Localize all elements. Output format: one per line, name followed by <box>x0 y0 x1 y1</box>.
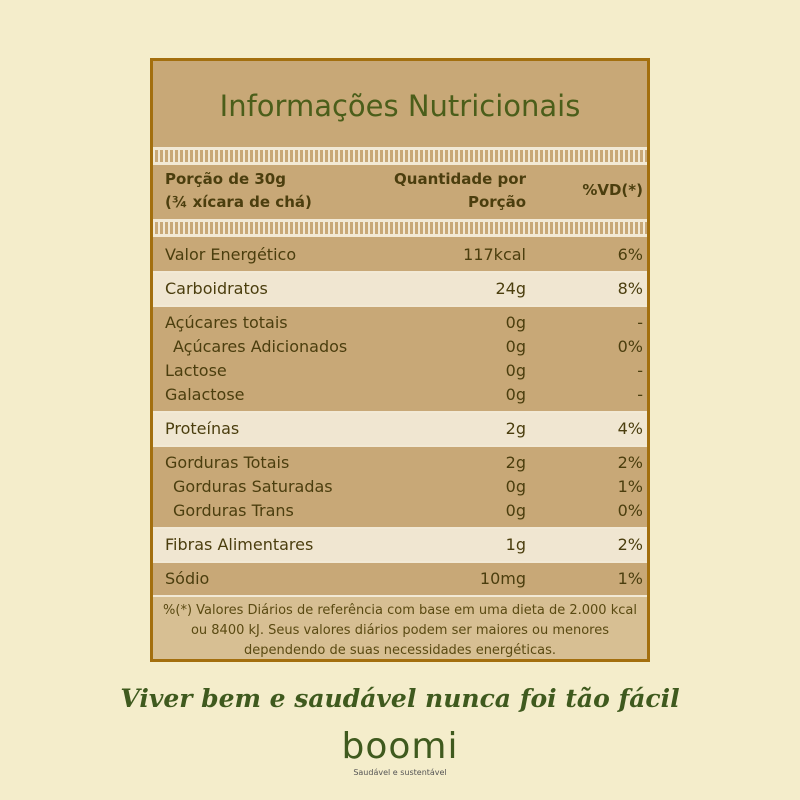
quantity: 117kcal <box>463 245 526 264</box>
daily-value: 4% <box>617 419 643 438</box>
nutrient-label: Lactose <box>165 361 227 380</box>
nutrient-row: Sódio 10mg 1% <box>153 567 647 591</box>
daily-value: 8% <box>617 279 643 298</box>
daily-value-header: %VD(*) <box>582 181 643 199</box>
quantity: 0g <box>505 477 526 496</box>
quantity: 1g <box>505 535 526 554</box>
table-header: Porção de 30g (¾ xícara de chá) Quantida… <box>153 166 647 221</box>
nutrient-label: Gorduras Totais <box>165 453 290 472</box>
nutrient-row: Galactose 0g - <box>153 383 647 407</box>
quantity: 0g <box>505 501 526 520</box>
stripe <box>153 147 647 165</box>
nutrient-row: Valor Energético 117kcal 6% <box>153 243 647 267</box>
nutrient-row: Açúcares Adicionados 0g 0% <box>153 335 647 359</box>
quantity-header: Porção <box>467 193 526 211</box>
daily-value: - <box>637 361 643 380</box>
nutrient-label: Carboidratos <box>165 279 268 298</box>
nutrient-row: Carboidratos 24g 8% <box>153 277 647 301</box>
row-group: Proteínas 2g 4% <box>153 411 647 445</box>
nutrient-row: Fibras Alimentares 1g 2% <box>153 533 647 557</box>
portion-detail: (¾ xícara de chá) <box>165 193 312 211</box>
nutrient-label: Sódio <box>165 569 210 588</box>
portion: Porção de 30g <box>165 170 286 188</box>
nutrient-label: Valor Energético <box>165 245 297 264</box>
quantity: 2g <box>505 419 526 438</box>
daily-value: 2% <box>617 535 643 554</box>
nutrient-row: Gorduras Trans 0g 0% <box>153 499 647 523</box>
slogan: Viver bem e saudável nunca foi tão fácil <box>120 684 680 713</box>
quantity: 0g <box>505 361 526 380</box>
daily-value: 1% <box>617 477 643 496</box>
daily-value: 0% <box>617 501 643 520</box>
nutrient-label: Gorduras Saturadas <box>173 477 333 496</box>
quantity: 24g <box>495 279 526 298</box>
row-group: Gorduras Totais 2g 2% Gorduras Saturadas 0g 1… <box>153 445 647 527</box>
nutrient-row: Proteínas 2g 4% <box>153 417 647 441</box>
nutrient-label: Açúcares Adicionados <box>173 337 348 356</box>
footnote: %(*) Valores Diários de referência com b… <box>153 595 647 659</box>
tagline: Saudável e sustentável <box>353 768 447 777</box>
row-group: Valor Energético 117kcal 6% <box>153 239 647 271</box>
quantity: 0g <box>505 385 526 404</box>
row-group: Carboidratos 24g 8% <box>153 271 647 305</box>
nutrient-label: Proteínas <box>165 419 240 438</box>
quantity: 0g <box>505 313 526 332</box>
stripe <box>153 219 647 237</box>
daily-value: - <box>637 313 643 332</box>
nutrient-label: Fibras Alimentares <box>165 535 314 554</box>
nutrient-label: Galactose <box>165 385 245 404</box>
quantity: 0g <box>505 337 526 356</box>
daily-value: - <box>637 385 643 404</box>
daily-value: 6% <box>617 245 643 264</box>
daily-value: 2% <box>617 453 643 472</box>
quantity: 10mg <box>479 569 526 588</box>
row-group: Açúcares totais 0g - Açúcares Adicionados 0g… <box>153 305 647 411</box>
nutrient-row: Lactose 0g - <box>153 359 647 383</box>
nutrient-row: Gorduras Saturadas 0g 1% <box>153 475 647 499</box>
table-body: Valor Energético 117kcal 6% Carboidratos 24g… <box>153 239 647 595</box>
row-group: Fibras Alimentares 1g 2% <box>153 527 647 561</box>
nutrient-label: Gorduras Trans <box>173 501 294 520</box>
quantity: 2g <box>505 453 526 472</box>
row-group: Sódio 10mg 1% <box>153 561 647 595</box>
quantity-header: Quantidade por <box>394 170 526 188</box>
nutrition-table: Informações Nutricionais Porção de 30g (… <box>150 58 650 662</box>
nutrient-row: Gorduras Totais 2g 2% <box>153 451 647 475</box>
daily-value: 1% <box>617 569 643 588</box>
daily-value: 0% <box>617 337 643 356</box>
brand-logo: boomi <box>341 726 459 767</box>
nutrient-row: Açúcares totais 0g - <box>153 311 647 335</box>
nutrient-label: Açúcares totais <box>165 313 288 332</box>
title: Informações Nutricionais <box>219 89 581 123</box>
